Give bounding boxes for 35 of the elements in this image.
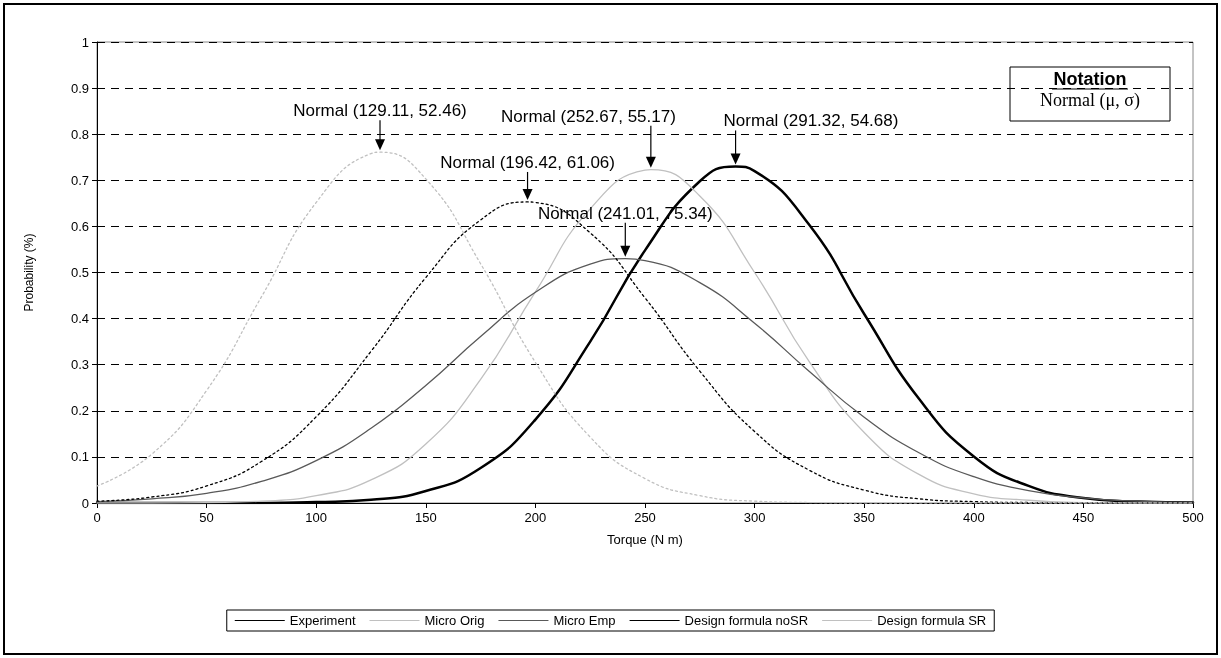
annotation: Normal (129.11, 52.46) (293, 101, 467, 121)
y-tick-label: 0.6 (70, 218, 89, 234)
y-tick-label: 0 (81, 495, 89, 511)
legend-label: Design formula noSR (684, 613, 809, 628)
y-tick-label: 0.2 (70, 403, 89, 419)
x-tick-label: 300 (743, 510, 766, 525)
annotation: Normal (196.42, 61.06) (440, 152, 615, 172)
y-tick-label: 1 (81, 34, 89, 50)
x-tick-label: 150 (414, 510, 437, 525)
x-tick-label: 250 (634, 510, 656, 525)
x-tick-label: 50 (199, 510, 214, 525)
y-tick-label: 0.4 (70, 311, 89, 327)
y-tick-label: 0.3 (70, 357, 89, 373)
x-axis-title: Torque (N m) (607, 532, 683, 547)
annotation: Notation (1053, 69, 1127, 89)
x-tick-label: 200 (524, 510, 547, 525)
annotation: Normal (μ, σ) (1040, 90, 1140, 111)
annotation: Normal (252.67, 55.17) (501, 106, 676, 126)
x-tick-label: 0 (93, 510, 101, 525)
x-tick-label: 500 (1182, 510, 1204, 525)
y-axis-title: Probability (%) (22, 233, 36, 312)
x-tick-label: 400 (962, 510, 985, 525)
y-tick-label: 0.5 (70, 265, 89, 280)
legend-label: Design formula SR (877, 613, 987, 628)
x-tick-label: 100 (305, 510, 328, 525)
y-tick-label: 0.7 (70, 172, 89, 188)
x-tick-label: 450 (1072, 510, 1095, 525)
legend-label: Experiment (289, 613, 356, 628)
annotation: Normal (291.32, 54.68) (723, 111, 899, 131)
legend-label: Micro Emp (553, 613, 616, 628)
y-tick-label: 0.8 (70, 126, 89, 142)
legend-label: Micro Orig (424, 613, 485, 628)
y-tick-label: 0.9 (70, 80, 89, 96)
x-tick-label: 350 (853, 510, 876, 525)
y-tick-label: 0.1 (70, 449, 89, 465)
